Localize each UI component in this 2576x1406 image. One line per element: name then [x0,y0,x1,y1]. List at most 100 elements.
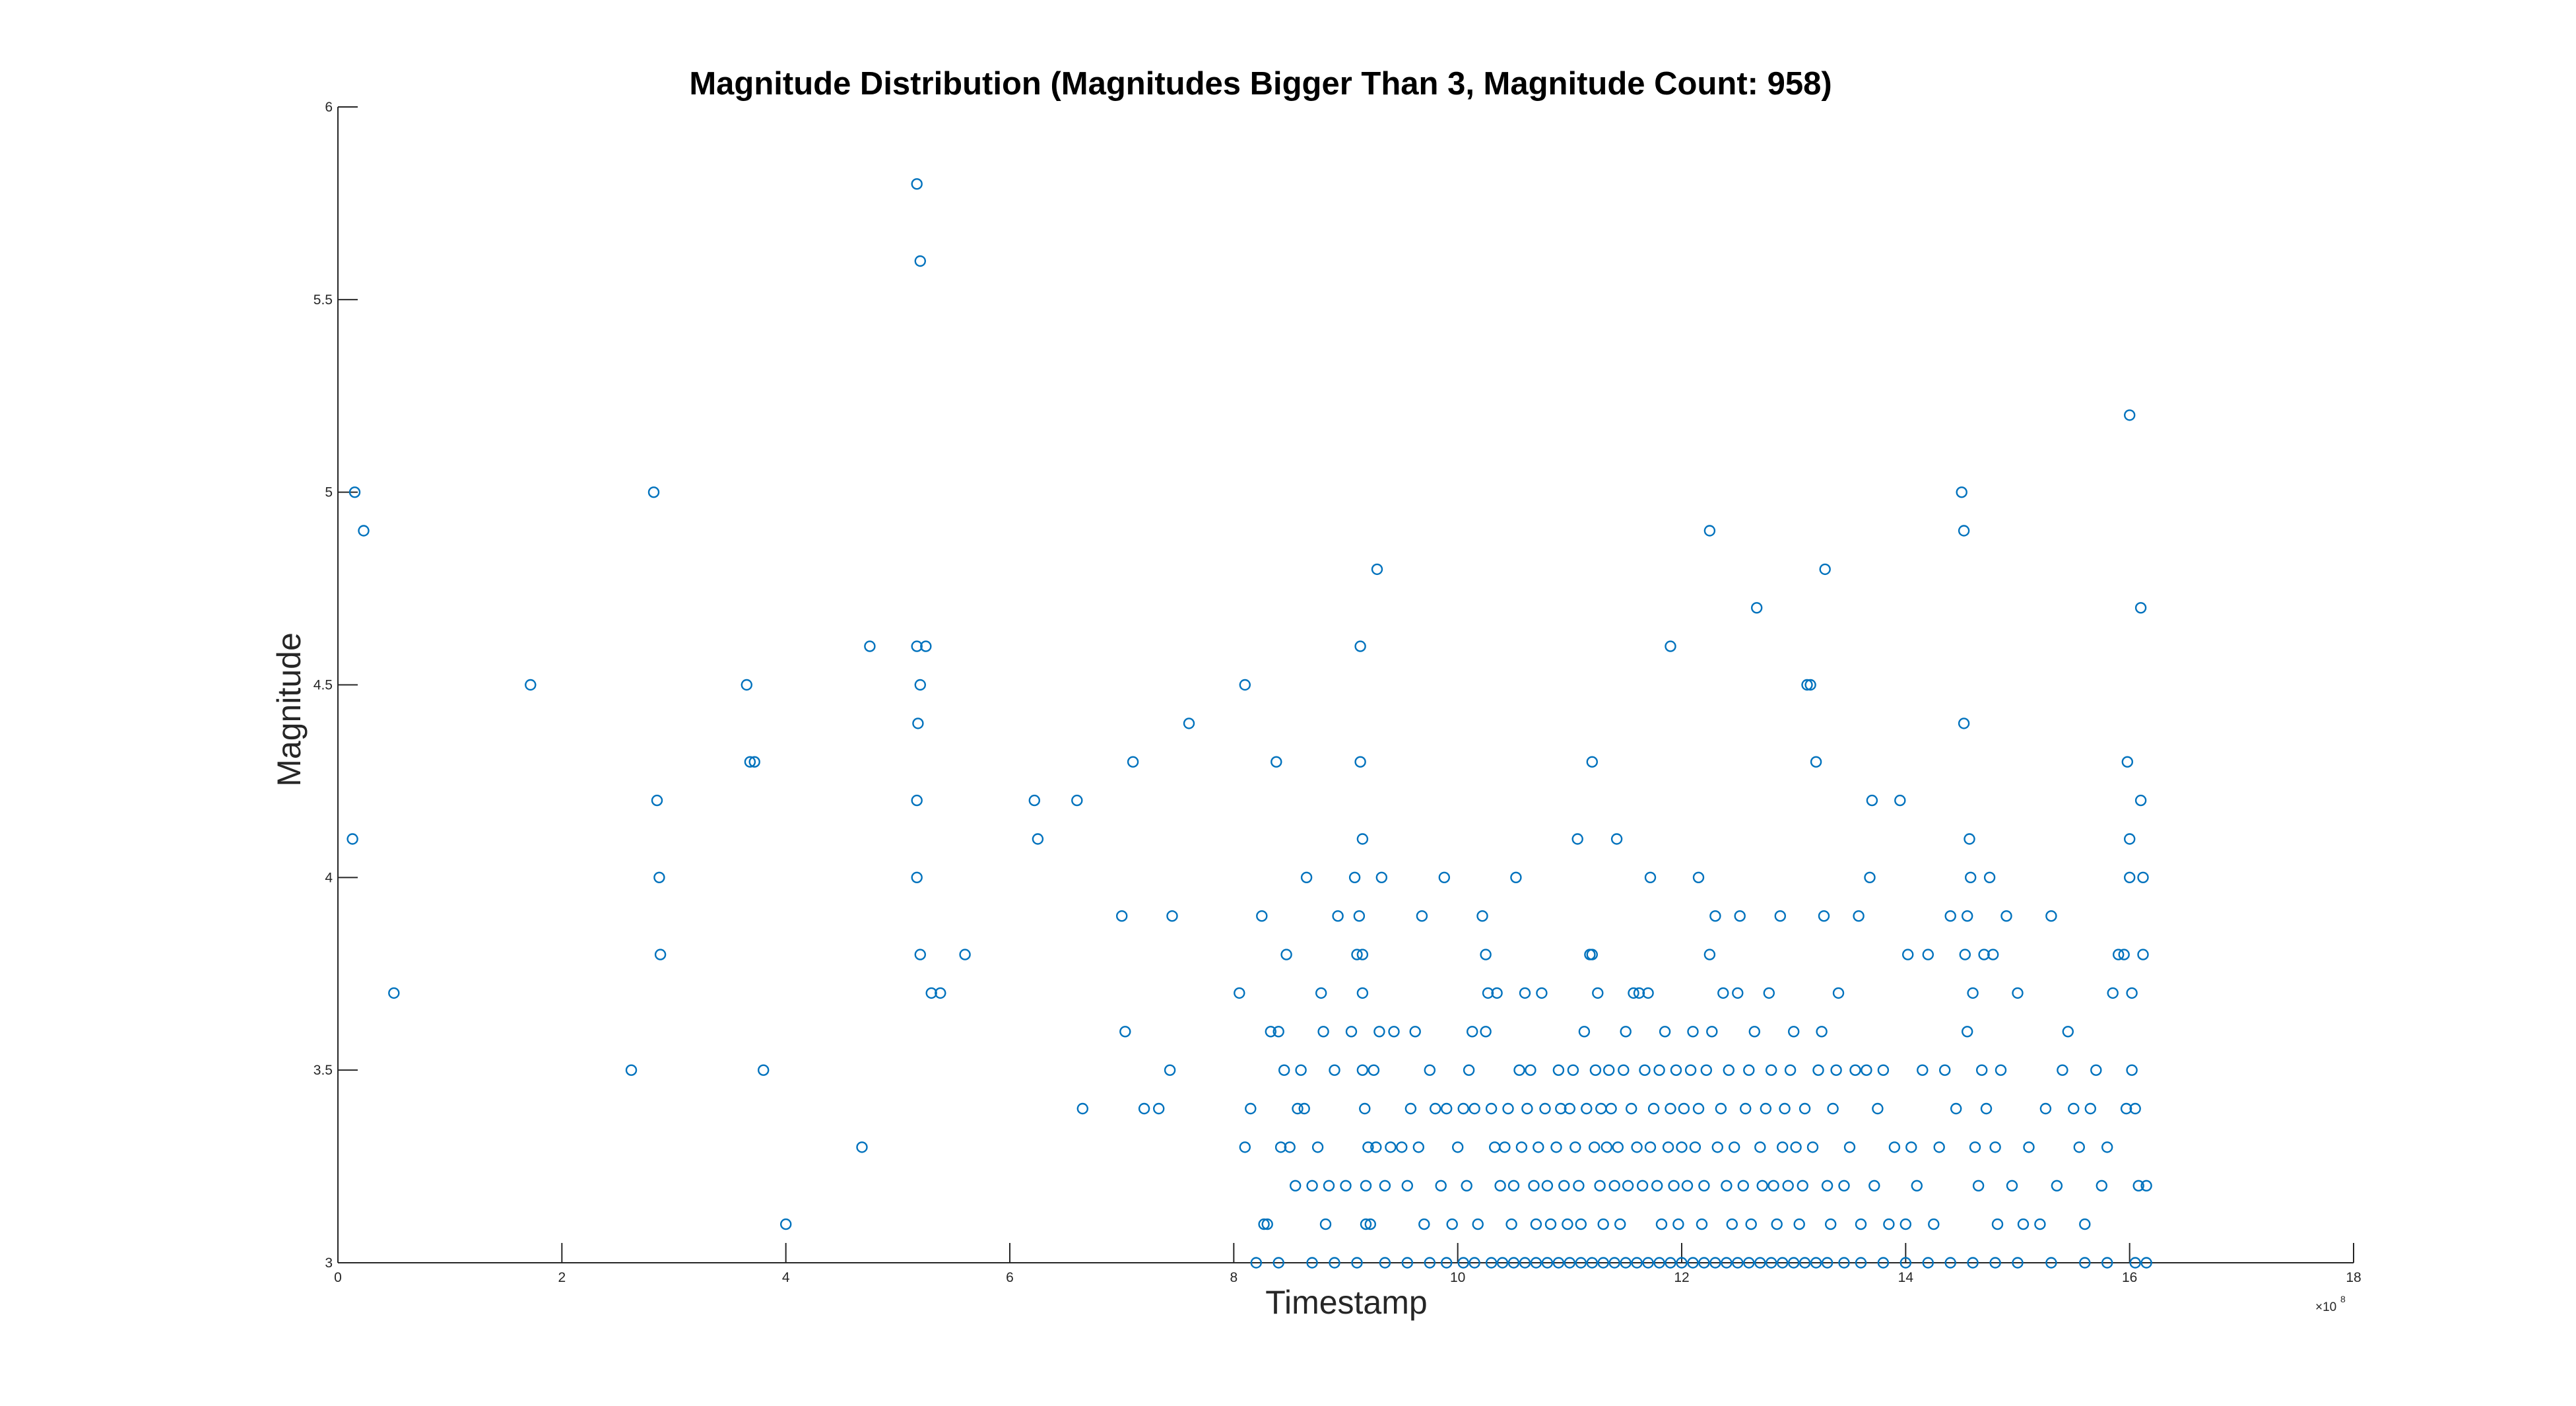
x-tick-label: 0 [334,1270,342,1285]
data-point [1573,1180,1585,1192]
data-point [1306,1180,1318,1192]
data-point [1692,1102,1705,1115]
data-point [1732,1257,1744,1269]
data-point [1790,1141,1802,1153]
data-point [1676,1257,1688,1269]
x-tick-label: 6 [1006,1270,1014,1285]
data-point [1631,1257,1643,1269]
data-point [1412,1141,1425,1153]
data-point [1550,1141,1562,1153]
data-point [2137,949,2149,960]
data-point [2068,1102,2080,1115]
data-point [1651,1180,1663,1192]
x-scale-exponent: ×10 8 [2315,1294,2346,1314]
data-point [1234,987,1245,999]
data-point [2120,1102,2132,1115]
data-point [1888,1141,1901,1153]
data-point [741,679,753,691]
data-point [1700,1064,1713,1076]
data-point [914,949,927,960]
data-point [2045,910,2057,922]
data-point [2084,1102,2097,1115]
data-point [1360,1180,1372,1192]
x-scale-factor: ×10 [2315,1300,2336,1314]
data-point [1451,1141,1464,1153]
data-point [1894,794,1906,807]
data-point [1964,833,1975,845]
data-point [1379,1180,1391,1192]
data-point [1698,1257,1710,1269]
data-point [1728,1141,1740,1153]
data-point [1855,1257,1867,1269]
data-point [1782,1180,1794,1192]
data-point [1732,987,1744,999]
data-point [1967,987,1979,999]
data-point [2123,871,2136,884]
data-point [1877,1064,1890,1076]
data-point [1956,486,1967,498]
data-point [1644,1141,1657,1153]
data-point [2073,1141,2086,1153]
data-point [1239,1141,1251,1153]
data-point [1482,987,1494,999]
data-point [1605,1102,1617,1115]
data-point [388,987,400,999]
data-point [2107,987,2119,999]
data-point [1552,1257,1565,1269]
data-point [1922,949,1934,960]
data-point [856,1141,868,1153]
data-point [1280,949,1292,960]
data-point [1849,1064,1861,1076]
x-tick-label: 8 [1230,1270,1238,1285]
data-point [2012,1257,2024,1269]
data-point [1555,1102,1567,1115]
data-point [2121,756,2134,768]
data-point [1928,1218,1940,1230]
data-point [1961,1026,1973,1038]
data-point [2126,1064,2138,1076]
data-point [1995,1064,2007,1076]
data-point [1622,1180,1634,1192]
data-point [1804,679,1816,691]
data-point [1329,1064,1340,1076]
data-point [2140,1180,2152,1192]
data-point [1166,910,1178,922]
data-point [2129,1257,2141,1269]
data-point [1709,1257,1721,1269]
data-point [1864,871,1876,884]
data-point [744,756,756,768]
data-point [1843,1141,1856,1153]
data-point [1345,1026,1358,1038]
data-point [1665,1257,1676,1269]
data-point [911,640,923,652]
data-point [1787,1257,1800,1269]
data-point [1972,1180,1985,1192]
data-point [1329,1257,1340,1269]
data-point [1388,1026,1400,1038]
y-tick-label: 5 [325,485,333,500]
data-point [1866,794,1878,807]
data-point [1597,1257,1609,1269]
data-point [653,871,665,884]
data-point [1379,1257,1391,1269]
data-points [347,178,2152,1269]
data-point [1703,525,1716,537]
data-point [1274,1141,1287,1153]
data-point [1164,1064,1176,1076]
data-point [1541,1180,1554,1192]
data-point [1295,1064,1307,1076]
data-point [1608,1257,1620,1269]
data-point [1340,1180,1352,1192]
data-point [1541,1257,1554,1269]
data-point [1678,1102,1690,1115]
data-point [1581,1102,1593,1115]
data-point [1362,1141,1374,1153]
data-point [1665,640,1676,652]
y-tick-label: 3.5 [314,1063,333,1078]
data-point [2134,794,2147,807]
x-tick-label: 16 [2122,1270,2137,1285]
data-point [1356,949,1369,960]
data-point [2051,1180,2063,1192]
y-tick-label: 4 [325,870,333,885]
data-point [1670,1064,1682,1076]
